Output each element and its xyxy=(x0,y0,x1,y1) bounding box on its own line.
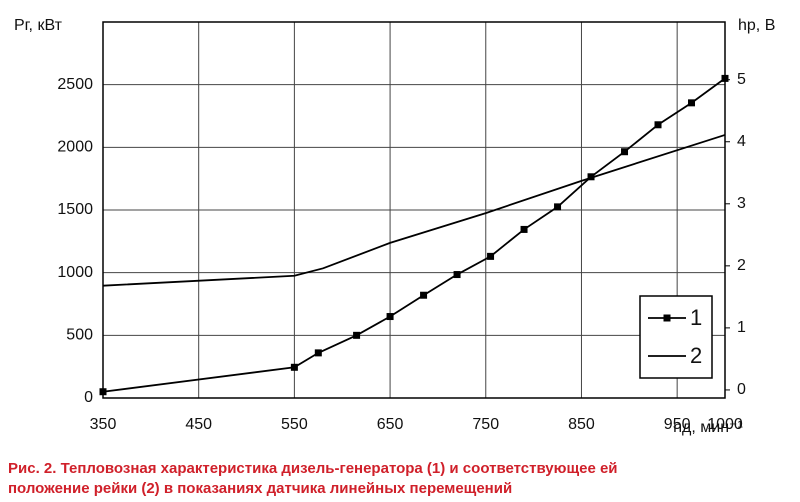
y-axis-title: Pг, кВт xyxy=(14,17,63,34)
x-tick-label: 650 xyxy=(377,416,404,433)
y2-axis-title: hр, В xyxy=(738,17,775,34)
y-tick-label: 1000 xyxy=(57,264,93,281)
point-marker xyxy=(314,349,322,357)
x-tick-label: 1000 xyxy=(707,416,743,433)
y-tick-label: 2500 xyxy=(57,76,93,93)
y2-tick-label: 1 xyxy=(737,319,746,336)
y-tick-label: 0 xyxy=(84,389,93,406)
plot-frame xyxy=(102,21,726,399)
point-marker xyxy=(654,121,662,129)
y2-tick-label: 0 xyxy=(737,381,746,398)
point-marker xyxy=(453,271,461,279)
point-marker xyxy=(721,74,729,82)
caption-line: положение рейки (2) в показаниях датчика… xyxy=(8,480,512,497)
x-tick-label: 950 xyxy=(664,416,691,433)
point-marker xyxy=(587,173,595,181)
caption-line: Рис. 2. Тепловозная характеристика дизел… xyxy=(8,460,618,477)
x-tick-label: 450 xyxy=(185,416,212,433)
series-line xyxy=(102,134,726,287)
point-marker xyxy=(621,148,629,156)
point-marker xyxy=(420,291,428,299)
point-marker xyxy=(386,313,394,321)
point-marker xyxy=(290,363,298,371)
legend-box xyxy=(639,295,713,379)
x-tick-label: 750 xyxy=(472,416,499,433)
y-tick-label: 1500 xyxy=(57,201,93,218)
point-marker xyxy=(554,203,562,211)
legend-label: 2 xyxy=(690,343,702,368)
x-axis-title: nд, мин⁻¹ xyxy=(673,419,743,436)
point-marker xyxy=(688,99,696,107)
y-tick-label: 500 xyxy=(66,327,93,344)
y-tick-label: 2000 xyxy=(57,139,93,156)
point-marker xyxy=(520,225,528,233)
y2-tick-label: 4 xyxy=(737,133,746,150)
legend-label: 1 xyxy=(690,305,702,330)
x-tick-label: 350 xyxy=(90,416,117,433)
x-tick-label: 550 xyxy=(281,416,308,433)
y2-tick-label: 3 xyxy=(737,195,746,212)
legend-marker xyxy=(663,314,671,322)
point-marker xyxy=(353,331,361,339)
y2-tick-label: 5 xyxy=(737,71,746,88)
x-tick-label: 850 xyxy=(568,416,595,433)
point-marker xyxy=(99,388,107,396)
y2-tick-label: 2 xyxy=(737,257,746,274)
point-marker xyxy=(487,252,495,260)
